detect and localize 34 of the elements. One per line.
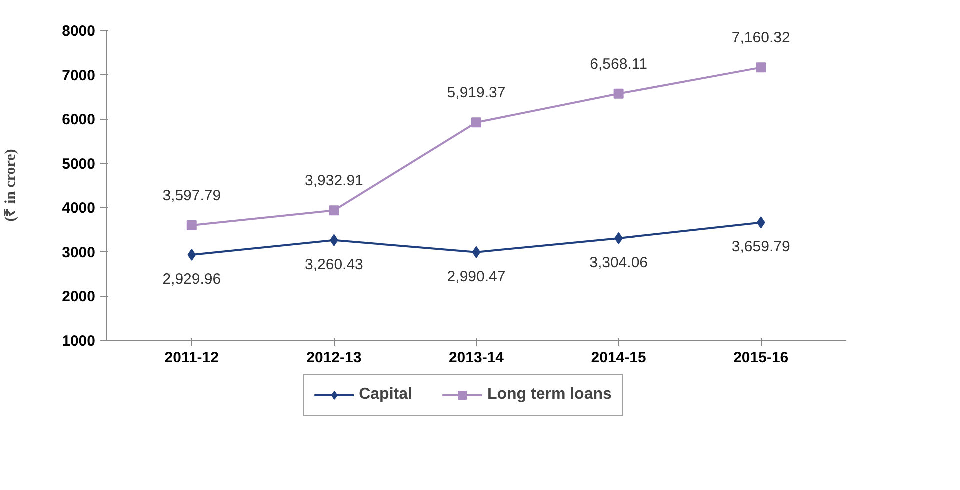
point <box>329 206 340 216</box>
y-tick-label: 2000 <box>62 288 96 306</box>
data-label: 2,929.96 <box>162 271 222 288</box>
y-tick-label: 6000 <box>62 112 96 129</box>
y-tick-label: 4000 <box>62 200 96 218</box>
x-tick-label: 2013-14 <box>448 350 505 366</box>
x-tick-label: 2012-13 <box>306 350 362 366</box>
legend-label: Long term loans <box>487 386 612 404</box>
x-tick-label: 2015-16 <box>734 350 789 366</box>
data-label: 7,160.32 <box>732 30 790 47</box>
point <box>472 246 481 258</box>
x-tick-label: 2011-12 <box>164 350 220 366</box>
x-tick-label: 2014-15 <box>591 350 646 366</box>
data-label: 3,260.43 <box>305 256 364 274</box>
data-label: 3,597.79 <box>162 187 222 204</box>
legend-label: Capital <box>359 386 412 404</box>
y-axis-title: (₹ in crore) <box>3 149 20 222</box>
point <box>472 118 482 128</box>
y-tick-label: 1000 <box>62 333 96 350</box>
data-label: 3,932.91 <box>305 172 364 190</box>
point <box>186 220 197 230</box>
point <box>614 88 624 99</box>
data-label: 5,919.37 <box>447 84 506 102</box>
y-tick-label: 8000 <box>62 23 96 40</box>
data-label: 2,990.47 <box>447 268 506 286</box>
data-label: 3,659.79 <box>732 238 790 256</box>
point <box>188 249 196 262</box>
data-label: 6,568.11 <box>590 56 648 73</box>
y-tick-label: 3000 <box>62 244 96 262</box>
y-tick-label: 7000 <box>62 67 96 84</box>
data-label: 3,304.06 <box>590 254 648 272</box>
point <box>756 216 766 229</box>
point <box>756 62 766 73</box>
y-tick-label: 5000 <box>62 156 96 173</box>
